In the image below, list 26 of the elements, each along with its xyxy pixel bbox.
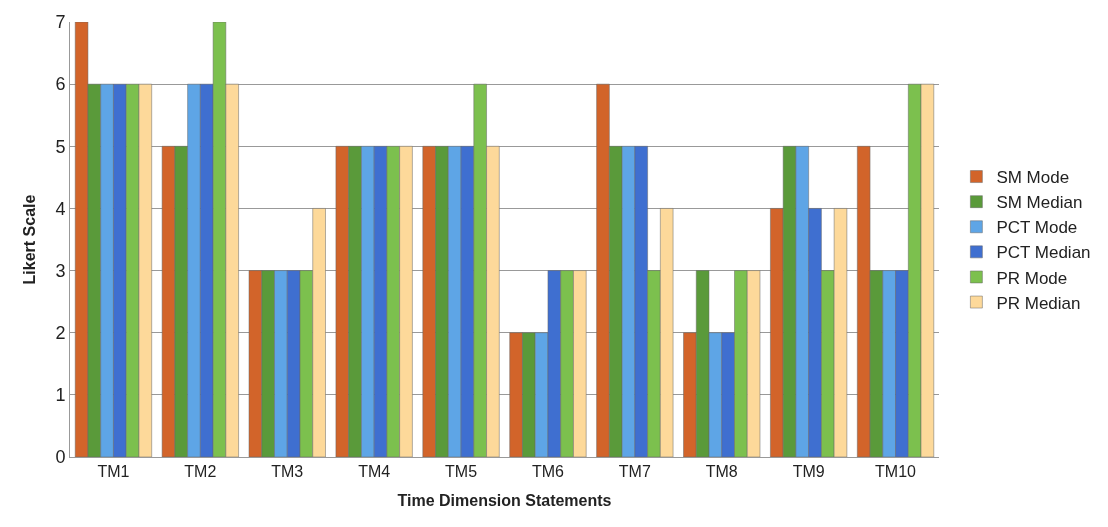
x-tick-label: TM2 [184,463,217,481]
y-tick-label: 6 [55,74,66,95]
y-tick-label: 1 [55,385,66,406]
y-tick-label: 2 [55,323,66,344]
y-tick-label: 3 [55,260,66,281]
legend-label: SM Median [996,193,1083,213]
legend-label: PR Median [996,293,1081,313]
legend-label: SM Mode [996,168,1070,188]
y-axis-title: Likert Scale [21,194,39,285]
y-tick-label: 0 [55,447,66,468]
legend-label: PCT Median [996,243,1091,263]
x-tick-label: TM7 [618,463,651,481]
legend-label: PR Mode [996,268,1068,288]
x-tick-label: TM1 [97,463,130,481]
x-tick-label: TM3 [271,463,304,481]
x-tick-label: TM4 [358,463,391,481]
y-tick-label: 4 [55,198,66,219]
y-tick-label: 5 [55,136,66,157]
x-tick-label: TM9 [792,463,825,481]
x-tick-label: TM10 [875,463,917,481]
x-tick-label: TM8 [705,463,738,481]
x-axis-title: Time Dimension Statements [397,491,612,509]
legend-label: PCT Mode [996,218,1078,238]
x-tick-label: TM6 [531,463,565,481]
y-tick-label: 7 [55,12,66,33]
x-tick-label: TM5 [445,463,478,481]
